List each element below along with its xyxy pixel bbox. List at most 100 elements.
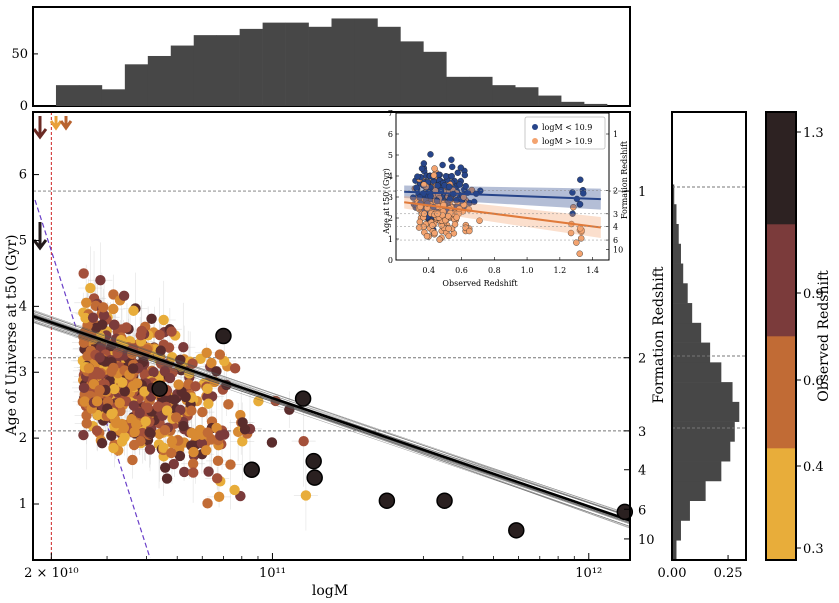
- inset-x-tick-label: 1.4: [586, 266, 599, 275]
- scatter-point: [118, 422, 130, 434]
- colorbar-segment: [766, 448, 796, 561]
- y-axis-label: Age of Universe at t50 (Gyr): [4, 235, 20, 437]
- right-histogram-bar: [672, 441, 731, 462]
- scatter-point: [178, 341, 189, 353]
- scatter-point: [134, 407, 145, 419]
- top-histogram-bar: [354, 18, 378, 106]
- x-tick-label: 10¹¹: [259, 566, 286, 581]
- top-histogram-bar: [469, 76, 493, 106]
- scatter-point: [229, 363, 241, 374]
- inset-fit-band: [404, 185, 601, 210]
- black-binned-point: [215, 327, 232, 345]
- inset-point-high: [420, 181, 428, 188]
- scatter-point: [225, 459, 236, 470]
- inset-point-low: [409, 194, 417, 201]
- inset-point-low: [454, 169, 461, 176]
- top-histogram-bar: [515, 87, 539, 106]
- scatter-point: [106, 408, 117, 420]
- inset-right-tick-label: 3: [613, 210, 618, 219]
- right-hist-frame: [671, 111, 747, 561]
- inset-point-low: [576, 201, 584, 208]
- scatter-point: [140, 416, 151, 427]
- scatter-point: [144, 444, 156, 455]
- inset-y-label: Age at t50 (Gyr): [382, 168, 391, 235]
- inset-point-low: [457, 164, 465, 171]
- top-histogram-bar: [78, 85, 103, 106]
- scatter-point: [97, 319, 108, 330]
- right-histogram: 0.00 0.25: [658, 111, 747, 581]
- inset-point-low: [580, 190, 587, 197]
- scatter-point: [206, 357, 217, 369]
- right-histogram-bar: [672, 500, 690, 521]
- inset-x-tick-label: 1.0: [521, 266, 534, 275]
- black-binned-point: [508, 522, 525, 539]
- colorbar-tick-label: 0.9: [803, 287, 824, 302]
- scatter-point: [96, 438, 108, 449]
- x-tick-label: 2 × 10¹⁰: [24, 566, 78, 581]
- scatter-point: [214, 349, 226, 360]
- inset-right-tick-label: 1: [613, 130, 618, 139]
- colorbar-label: Observed Redshift: [816, 270, 832, 402]
- inset-point-low: [448, 163, 456, 171]
- colorbar-tick-label: 0.3: [803, 542, 824, 557]
- scatter-point: [188, 446, 199, 458]
- right-histogram-bar: [672, 362, 722, 383]
- scatter-point: [88, 370, 99, 382]
- inset-point-high: [451, 221, 459, 228]
- inset-right-label: Formation Redshift: [620, 140, 629, 219]
- right-tick-label: 4: [638, 464, 646, 479]
- right-tick-label: 1: [638, 185, 646, 200]
- scatter-point: [148, 366, 159, 378]
- scatter-point: [109, 383, 120, 395]
- scatter-point: [85, 282, 96, 294]
- scatter-point: [144, 427, 155, 438]
- inset-x-tick-label: 0.4: [422, 266, 435, 275]
- arrow-orange: [49, 116, 63, 131]
- scatter-point: [212, 455, 224, 467]
- colorbar-tick-label: 0.4: [803, 460, 824, 475]
- right-histogram-bar: [672, 243, 681, 264]
- right-histogram-bar: [672, 382, 733, 403]
- right-histogram-bar: [672, 204, 677, 225]
- scatter-point: [169, 394, 180, 405]
- inset-point-high: [570, 204, 577, 211]
- scatter-point: [178, 420, 189, 432]
- scatter-point: [114, 397, 125, 409]
- inset-x-label: Observed Redshift: [442, 279, 518, 288]
- scatter-point: [187, 458, 199, 469]
- scatter-point: [186, 405, 197, 416]
- inset-right-tick-label: 2: [613, 187, 618, 196]
- inset-x-tick-label: 1.2: [553, 266, 566, 275]
- black-binned-point: [243, 461, 260, 478]
- scatter-point: [237, 436, 248, 447]
- scatter-point: [190, 381, 201, 392]
- black-binned-point: [378, 492, 396, 509]
- right-tick-label: 6: [638, 503, 646, 518]
- scatter-point: [98, 309, 110, 321]
- colorbar-tick-label: 0.6: [803, 374, 824, 389]
- x-axis-label: logM: [312, 583, 348, 599]
- y-tick-label: 5: [19, 233, 27, 248]
- fit-sample-line: [32, 320, 631, 524]
- inset-point-high: [578, 235, 585, 242]
- scatter-point: [170, 412, 182, 423]
- inset-right-tick-label: 4: [613, 222, 618, 231]
- arrow-black: [32, 222, 48, 251]
- scatter-point: [173, 379, 184, 390]
- top-histogram-bar: [147, 55, 172, 106]
- inset-point-low: [414, 173, 421, 180]
- inset-fit-band: [404, 195, 601, 238]
- scatter-point: [180, 391, 191, 403]
- scatter-point: [81, 418, 92, 429]
- right-histogram-bar: [672, 224, 679, 245]
- scatter-point: [197, 406, 208, 418]
- right-histogram-bar: [672, 263, 684, 284]
- black-binned-point: [306, 469, 323, 486]
- inset-x-tick-label: 0.8: [488, 266, 501, 275]
- fit-sample-line: [32, 311, 631, 517]
- scatter-point: [159, 424, 171, 436]
- scatter-point: [109, 319, 120, 331]
- legend-marker-high: [532, 138, 538, 144]
- scatter-point: [229, 484, 240, 496]
- right-tick-label: 10: [638, 533, 655, 548]
